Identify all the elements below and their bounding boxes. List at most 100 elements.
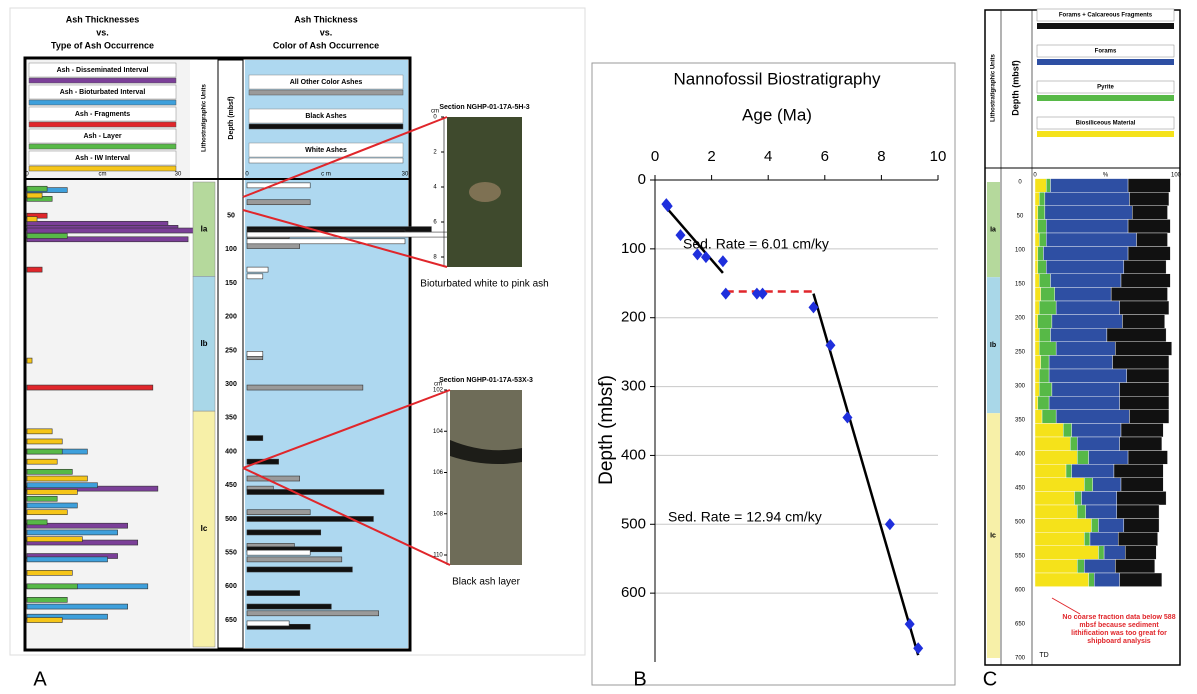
stack-segment bbox=[1055, 341, 1116, 356]
y-tick-label: 300 bbox=[621, 378, 646, 395]
stack-segment bbox=[1119, 382, 1170, 397]
ash-bar bbox=[26, 522, 128, 529]
stack-segment bbox=[1094, 572, 1120, 587]
stack-segment bbox=[1084, 559, 1116, 574]
depth-tick-label: 550 bbox=[1015, 554, 1026, 560]
connector bbox=[242, 209, 448, 268]
legend-label: All Other Color Ashes bbox=[290, 79, 363, 86]
inset-tick-label: 102 bbox=[433, 388, 444, 394]
stack-segment bbox=[1077, 450, 1089, 465]
legend-label: Biosiliceous Material bbox=[1076, 121, 1136, 127]
legend-label: Ash - Disseminated Interval bbox=[57, 67, 149, 74]
stack-segment bbox=[1077, 559, 1085, 574]
x-axis-label: Age (Ma) bbox=[742, 105, 812, 124]
data-point bbox=[842, 411, 853, 424]
ash-bar bbox=[26, 556, 108, 563]
stack-segment bbox=[1034, 355, 1041, 370]
stack-segment bbox=[1115, 559, 1156, 574]
stack-segment bbox=[1050, 178, 1129, 193]
y-tick-label: 400 bbox=[621, 446, 646, 463]
column-title: Ash Thickness bbox=[294, 14, 358, 24]
stack-segment bbox=[1034, 191, 1040, 206]
stack-segment bbox=[1071, 423, 1122, 438]
legend-box bbox=[1036, 80, 1175, 94]
x-tick-label: 30 bbox=[175, 172, 182, 178]
inset-tick-label: 4 bbox=[433, 185, 437, 191]
stack-segment bbox=[1034, 287, 1041, 302]
stack-segment bbox=[1034, 396, 1039, 411]
stack-segment bbox=[1123, 260, 1167, 275]
stack-segment bbox=[1034, 246, 1039, 261]
stack-segment bbox=[1039, 273, 1051, 288]
x-tick-label: 2 bbox=[707, 148, 715, 165]
depth-tick-label: 150 bbox=[1015, 282, 1026, 288]
stack-segment bbox=[1034, 423, 1064, 438]
depth-tick-label: 500 bbox=[1015, 520, 1026, 526]
y-tick-label: 0 bbox=[638, 171, 646, 188]
stack-segment bbox=[1051, 382, 1120, 397]
stack-segment bbox=[1127, 219, 1171, 234]
inset-tick-label: 106 bbox=[433, 470, 444, 476]
stack-segment bbox=[1127, 450, 1168, 465]
stack-segment bbox=[1055, 409, 1130, 424]
stack-segment bbox=[1034, 382, 1040, 397]
stack-segment bbox=[1034, 464, 1067, 479]
stack-segment bbox=[1050, 273, 1122, 288]
ash-bar bbox=[26, 603, 128, 610]
stack-segment bbox=[1110, 287, 1168, 302]
end-label: TD bbox=[1039, 652, 1048, 659]
ash-bar bbox=[246, 458, 279, 465]
stack-segment bbox=[1071, 464, 1115, 479]
inset-tick-label: 6 bbox=[433, 220, 437, 226]
x-tick-label: 30 bbox=[402, 172, 409, 178]
stack-segment bbox=[1081, 491, 1117, 506]
data-point bbox=[757, 287, 768, 300]
depth-tick-label: 600 bbox=[1015, 588, 1026, 594]
legend-label: Forams bbox=[1095, 49, 1117, 55]
stack-segment bbox=[1077, 436, 1120, 451]
connector bbox=[242, 467, 451, 566]
stack-segment bbox=[1091, 518, 1099, 533]
ash-bar bbox=[246, 273, 264, 280]
stack-segment bbox=[1088, 572, 1095, 587]
stack-segment bbox=[1120, 273, 1171, 288]
x-axis-label: cm bbox=[99, 172, 107, 178]
black-ash-band bbox=[450, 440, 522, 464]
inset-unit: cm bbox=[434, 382, 442, 388]
stack-segment bbox=[1039, 232, 1047, 247]
stack-segment bbox=[1123, 518, 1160, 533]
unit-band bbox=[987, 277, 1000, 414]
legend-label: Black Ashes bbox=[305, 113, 346, 120]
legend-box bbox=[1036, 8, 1175, 22]
stack-segment bbox=[1039, 341, 1057, 356]
ash-bar bbox=[246, 556, 343, 563]
stack-segment bbox=[1039, 328, 1051, 343]
legend-box bbox=[248, 108, 404, 124]
stack-segment bbox=[1034, 572, 1089, 587]
ash-bar bbox=[246, 243, 300, 249]
stack-segment bbox=[1048, 368, 1127, 383]
stack-segment bbox=[1136, 232, 1168, 247]
y-tick-label: 500 bbox=[621, 515, 646, 532]
ash-bar bbox=[26, 519, 48, 526]
stack-segment bbox=[1074, 491, 1082, 506]
ash-bar bbox=[26, 536, 83, 542]
depth-tick-label: 300 bbox=[225, 381, 237, 388]
x-tick-label: 8 bbox=[877, 148, 885, 165]
column-title: vs. bbox=[96, 27, 109, 37]
inset-title: Section NGHP-01-17A-5H-3 bbox=[439, 104, 529, 111]
stack-segment bbox=[1120, 423, 1164, 438]
legend-swatch bbox=[248, 123, 404, 130]
legend-box bbox=[248, 142, 404, 158]
inset-tick-label: 110 bbox=[433, 553, 443, 559]
data-point bbox=[675, 229, 686, 242]
depth-tick-label: 300 bbox=[1015, 384, 1026, 390]
legend-label: Ash - Bioturbated Interval bbox=[60, 89, 146, 96]
ash-bar bbox=[26, 448, 63, 455]
legend-swatch bbox=[1037, 59, 1174, 65]
stack-segment bbox=[1085, 504, 1117, 519]
stack-segment bbox=[1034, 205, 1039, 220]
ash-bar bbox=[26, 227, 209, 234]
stack-segment bbox=[1089, 532, 1119, 547]
